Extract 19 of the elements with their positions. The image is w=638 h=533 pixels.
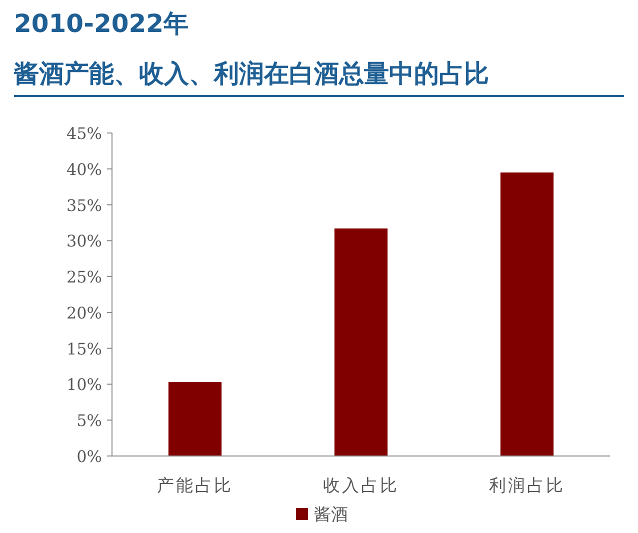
y-tick-label: 40% [66, 160, 102, 179]
y-tick-label: 30% [66, 232, 102, 251]
y-tick-label: 25% [66, 268, 102, 287]
y-tick-label: 0% [76, 447, 102, 466]
y-tick-label: 5% [76, 411, 102, 430]
legend-label: 酱酒 [314, 505, 348, 525]
chart-title: 2010-2022年 [14, 9, 189, 38]
x-tick-label: 产能占比 [157, 476, 233, 496]
y-tick-label: 15% [66, 339, 102, 358]
bar [168, 382, 222, 456]
bar [500, 172, 554, 456]
y-tick-label: 20% [66, 303, 102, 322]
x-tick-label: 利润占比 [489, 476, 565, 496]
x-tick-label: 收入占比 [323, 476, 399, 496]
y-tick-label: 45% [66, 124, 102, 143]
chart-subtitle: 酱酒产能、收入、利润在白酒总量中的占比 [13, 59, 489, 88]
y-tick-label: 10% [66, 375, 102, 394]
y-tick-label: 35% [66, 196, 102, 215]
bar [334, 228, 388, 456]
